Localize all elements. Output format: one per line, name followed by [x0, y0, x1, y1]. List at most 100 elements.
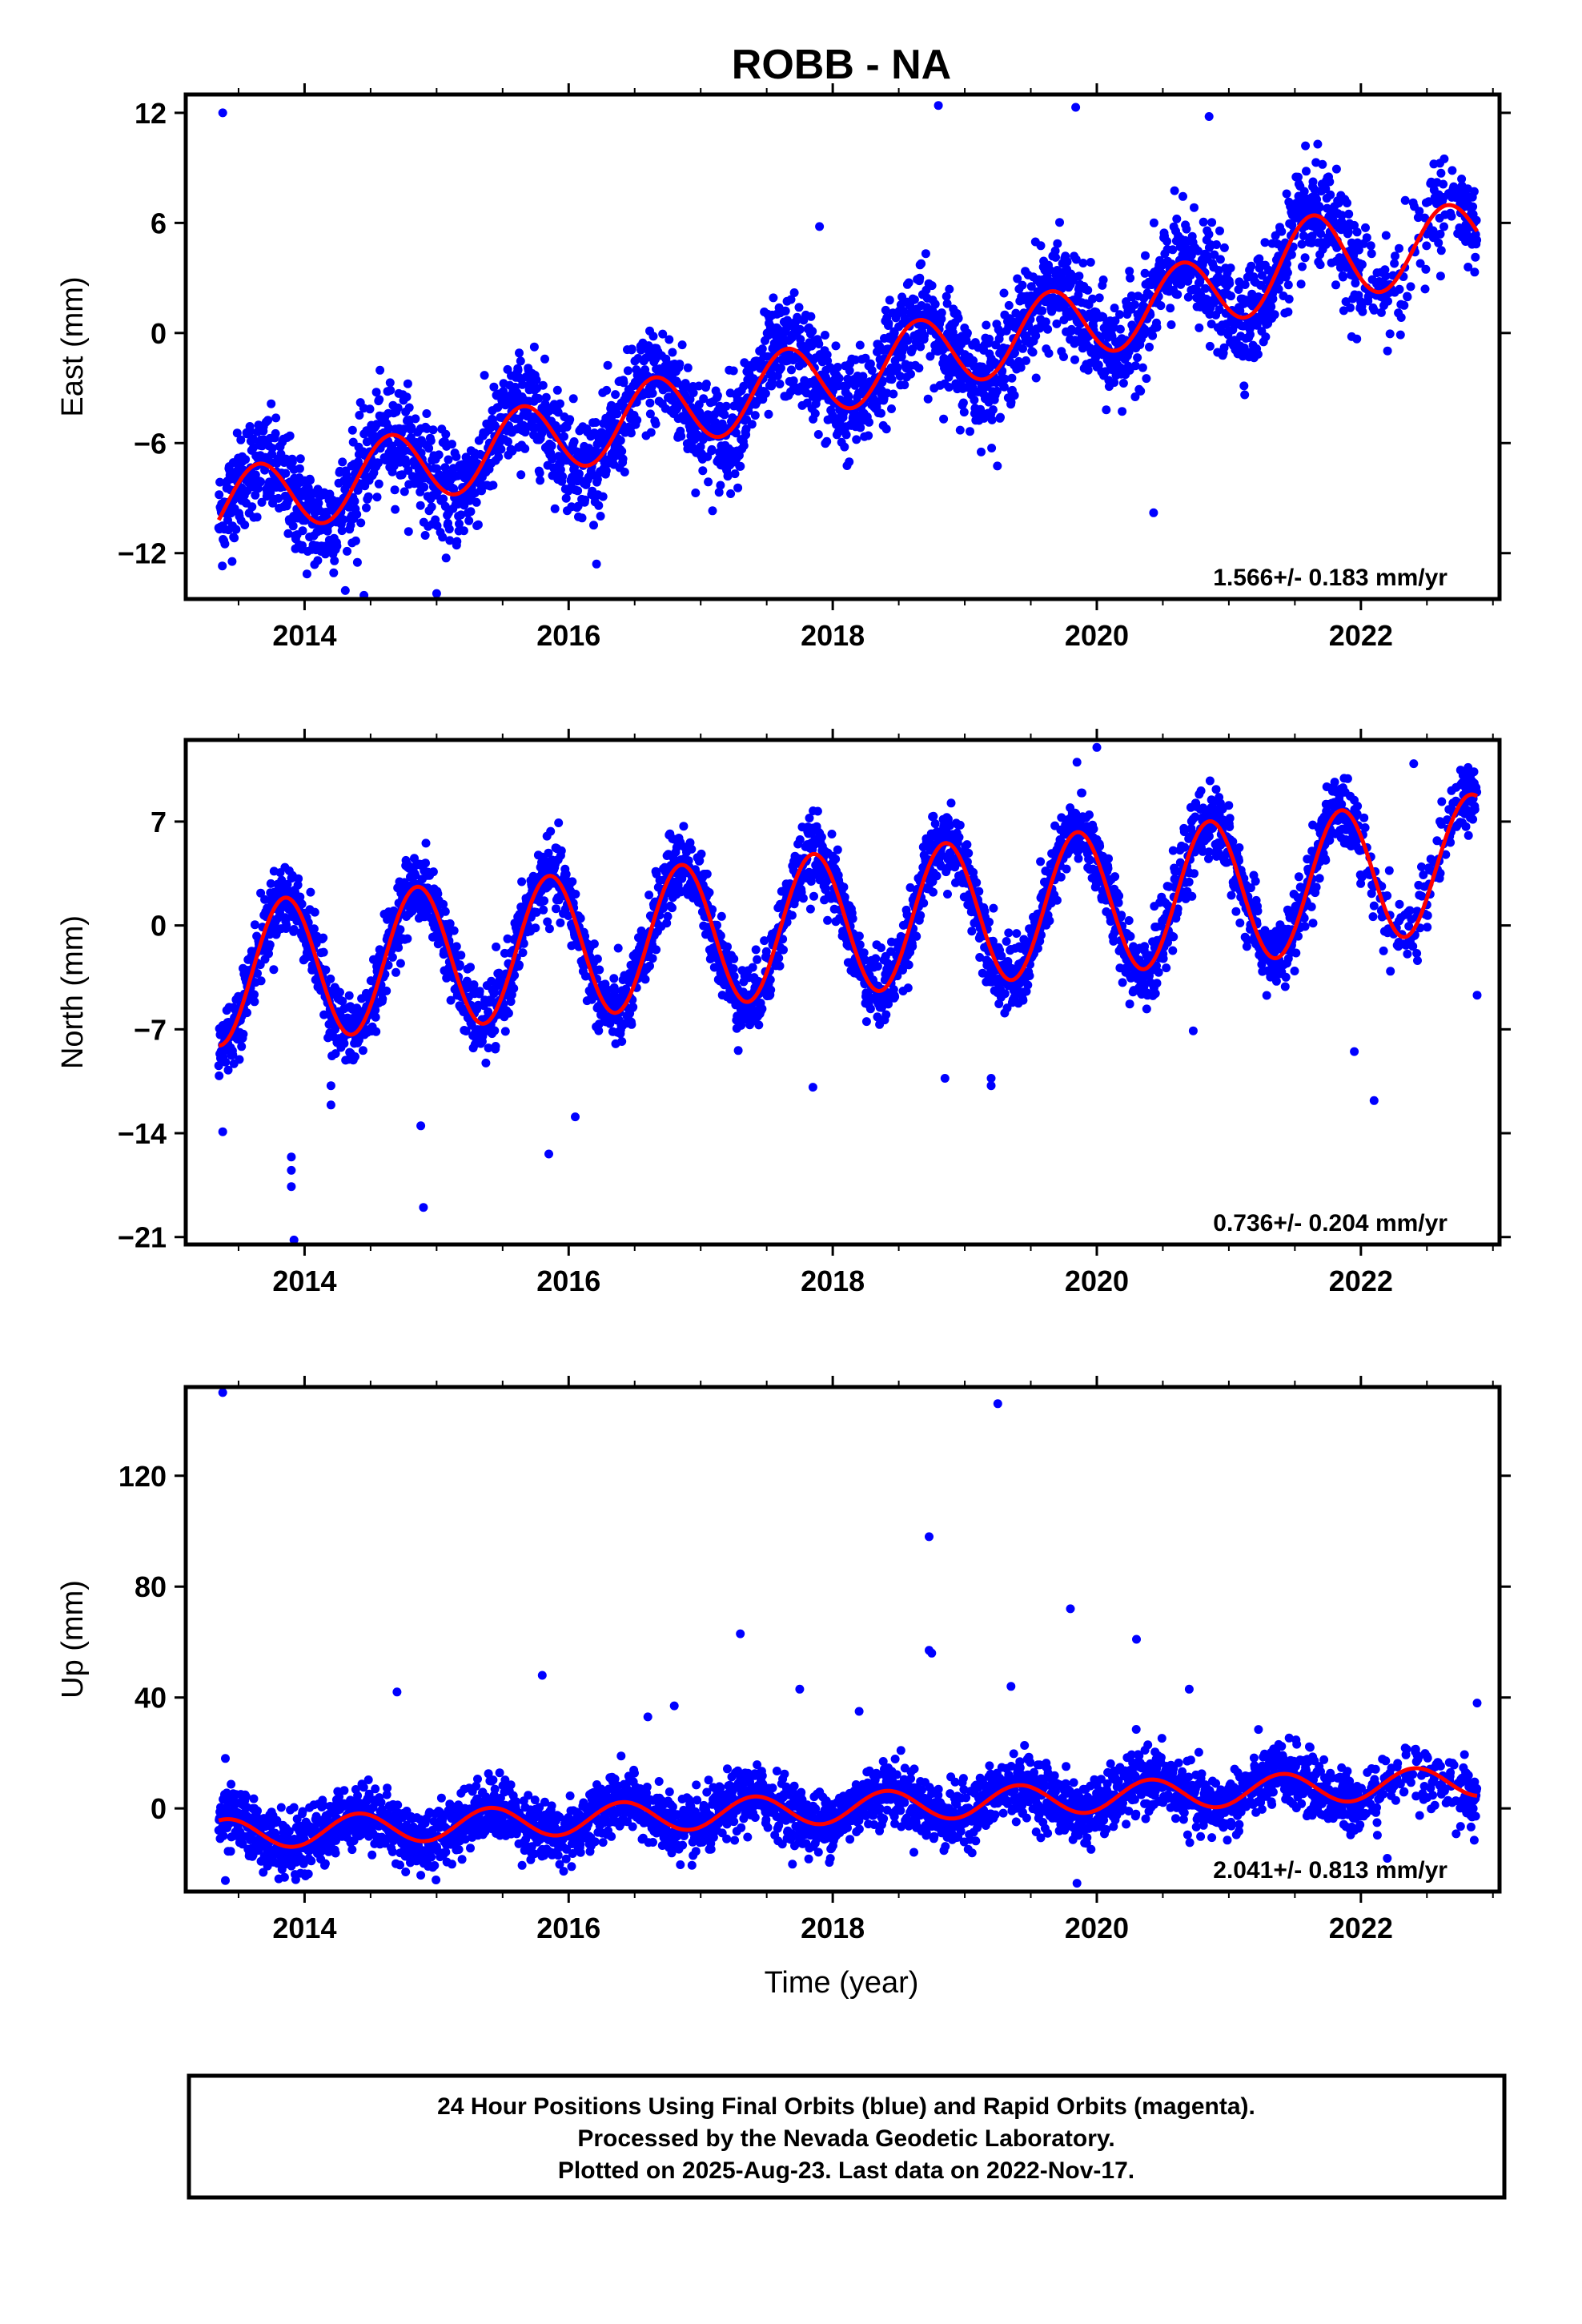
- east-point: [839, 408, 848, 418]
- north-point: [503, 934, 512, 943]
- east-point: [306, 476, 315, 485]
- east-point: [1007, 373, 1017, 383]
- east-point: [881, 305, 890, 315]
- east-point: [1045, 265, 1054, 275]
- east-point: [230, 533, 239, 543]
- east-point: [298, 526, 307, 536]
- north-point: [452, 942, 461, 951]
- east-point: [1321, 184, 1331, 194]
- east-point: [313, 485, 323, 494]
- east-point: [1204, 230, 1214, 239]
- east-point: [1006, 397, 1016, 407]
- east-point: [1226, 263, 1235, 273]
- east-point: [589, 521, 598, 530]
- east-point: [920, 331, 930, 340]
- east-point: [1235, 306, 1245, 316]
- east-point: [1366, 241, 1375, 251]
- east-point: [330, 556, 339, 565]
- north-point: [543, 917, 552, 927]
- north-point: [339, 1039, 349, 1048]
- east-point: [828, 411, 837, 420]
- east-point: [513, 365, 523, 375]
- east-point: [781, 306, 790, 316]
- east-point: [404, 527, 413, 537]
- east-point: [761, 388, 770, 398]
- east-point: [683, 363, 693, 372]
- east-point: [1420, 213, 1430, 223]
- north-point: [293, 880, 303, 890]
- east-point: [577, 513, 587, 523]
- east-point: [1274, 284, 1283, 294]
- chart-title: ROBB - NA: [732, 42, 951, 88]
- east-point: [1358, 307, 1367, 316]
- east-point: [573, 501, 583, 511]
- east-point: [373, 458, 383, 468]
- east-point: [1313, 139, 1323, 149]
- east-point: [302, 569, 311, 579]
- north-point: [265, 940, 275, 950]
- east-point: [661, 354, 671, 364]
- east-point: [1055, 218, 1064, 227]
- north-point: [331, 1049, 340, 1059]
- east-outlier-point: [218, 108, 227, 118]
- east-point: [616, 436, 625, 445]
- east-point: [704, 477, 713, 487]
- north-point: [766, 985, 776, 995]
- east-point: [1282, 189, 1291, 199]
- east-point: [767, 376, 777, 386]
- east-point: [1044, 348, 1054, 358]
- east-point: [877, 408, 885, 418]
- east-point: [926, 352, 935, 361]
- east-point: [1261, 332, 1271, 342]
- east-point: [893, 363, 902, 372]
- east-point: [741, 424, 751, 434]
- north-point: [760, 936, 769, 946]
- east-point: [541, 392, 551, 402]
- north-point: [556, 918, 565, 927]
- north-point: [716, 931, 725, 940]
- east-point: [694, 381, 704, 391]
- east-point: [814, 340, 824, 348]
- east-point: [386, 385, 396, 395]
- east-point: [699, 394, 709, 404]
- east-point: [561, 493, 571, 503]
- north-point: [544, 924, 554, 934]
- east-point: [314, 498, 323, 508]
- east-point: [499, 387, 508, 396]
- north-point: [387, 952, 397, 962]
- east-point: [401, 459, 411, 468]
- north-point: [617, 1037, 627, 1046]
- east-point: [400, 487, 409, 497]
- east-point: [1041, 317, 1050, 327]
- east-point: [448, 440, 456, 449]
- east-point: [1362, 233, 1371, 243]
- east-point: [426, 436, 436, 445]
- north-point: [592, 954, 602, 963]
- east-point: [532, 375, 541, 384]
- east-point: [356, 518, 366, 528]
- east-point: [1287, 220, 1297, 230]
- east-point: [329, 568, 339, 577]
- east-point: [1166, 320, 1176, 329]
- east-point: [1207, 320, 1216, 329]
- north-point: [269, 965, 279, 975]
- east-point: [1239, 381, 1249, 391]
- north-point: [237, 1042, 247, 1051]
- east-point: [914, 364, 924, 373]
- east-point: [985, 334, 994, 344]
- east-point: [363, 492, 373, 501]
- east-point: [948, 328, 958, 337]
- east-model-curve: [217, 203, 1480, 525]
- east-point: [611, 390, 620, 400]
- east-point: [428, 425, 438, 435]
- north-point: [673, 880, 683, 890]
- x-tick-label: 2020: [1065, 619, 1129, 652]
- east-point: [362, 503, 371, 513]
- east-point: [416, 501, 425, 510]
- east-point: [1115, 324, 1125, 334]
- east-point: [538, 380, 548, 390]
- north-point: [294, 874, 303, 883]
- east-point: [769, 293, 778, 303]
- north-point: [344, 991, 354, 1000]
- east-point: [750, 411, 760, 420]
